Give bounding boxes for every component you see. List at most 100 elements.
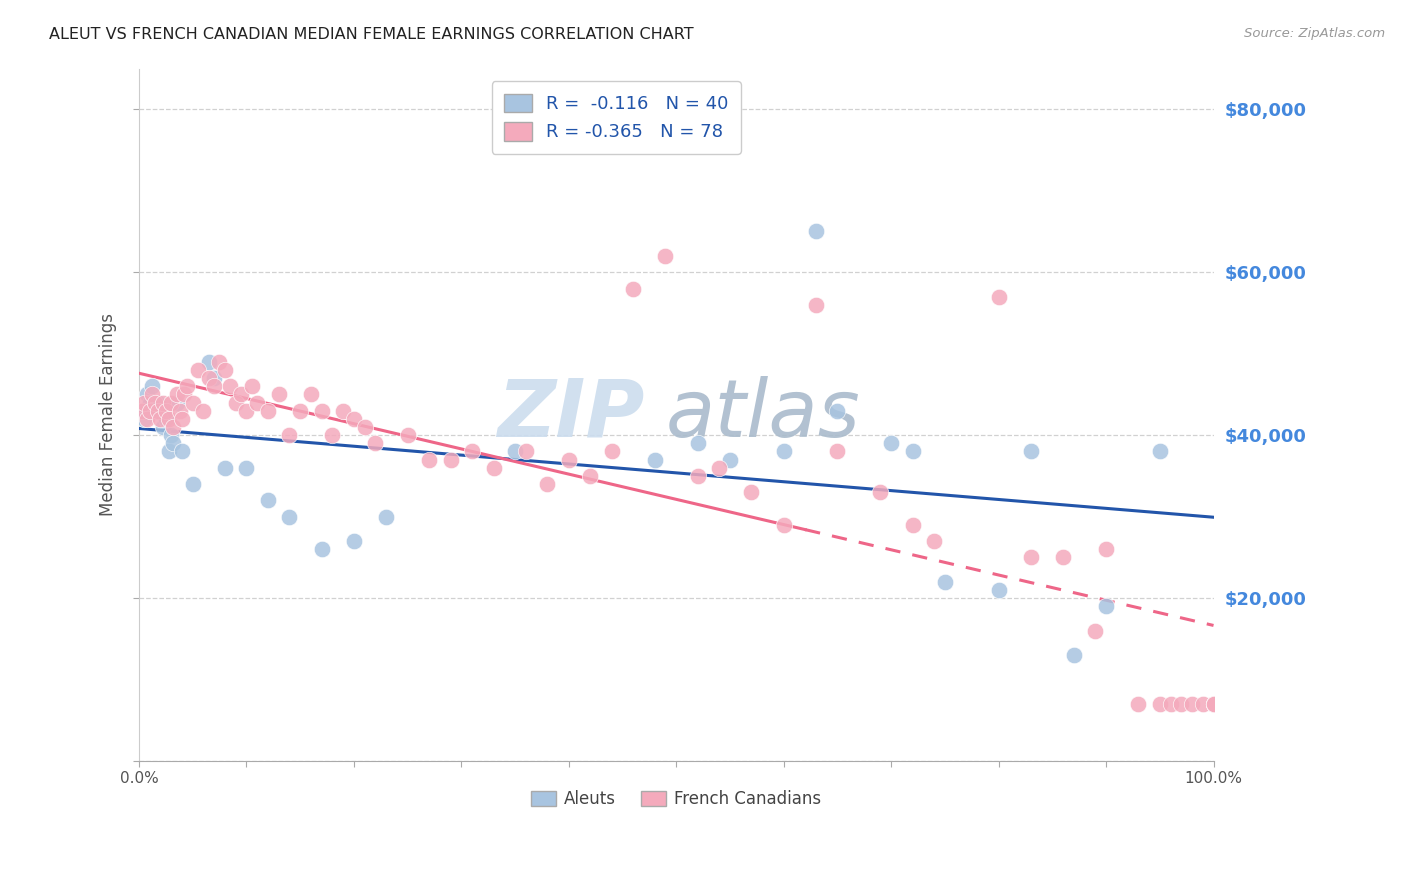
- Point: [418, 452, 440, 467]
- Point: [332, 403, 354, 417]
- Point: [1202, 697, 1225, 711]
- Point: [197, 371, 219, 385]
- Point: [353, 420, 375, 434]
- Point: [396, 428, 419, 442]
- Point: [257, 493, 280, 508]
- Text: atlas: atlas: [665, 376, 860, 454]
- Point: [1019, 444, 1042, 458]
- Legend: Aleuts, French Canadians: Aleuts, French Canadians: [524, 784, 828, 815]
- Point: [827, 403, 849, 417]
- Point: [148, 395, 170, 409]
- Point: [1149, 444, 1171, 458]
- Point: [136, 412, 159, 426]
- Point: [343, 534, 366, 549]
- Point: [1095, 599, 1118, 614]
- Point: [157, 412, 180, 426]
- Point: [166, 387, 188, 401]
- Point: [246, 395, 269, 409]
- Point: [169, 403, 191, 417]
- Point: [1095, 542, 1118, 557]
- Point: [299, 387, 322, 401]
- Point: [804, 225, 827, 239]
- Point: [288, 403, 311, 417]
- Point: [219, 379, 242, 393]
- Point: [343, 412, 366, 426]
- Point: [709, 460, 731, 475]
- Point: [1181, 697, 1204, 711]
- Point: [482, 460, 505, 475]
- Point: [1063, 648, 1085, 662]
- Point: [515, 444, 537, 458]
- Point: [257, 403, 280, 417]
- Point: [1019, 550, 1042, 565]
- Point: [621, 281, 644, 295]
- Point: [364, 436, 387, 450]
- Point: [138, 403, 160, 417]
- Point: [225, 395, 247, 409]
- Point: [152, 395, 174, 409]
- Point: [235, 403, 257, 417]
- Point: [321, 428, 343, 442]
- Point: [772, 517, 794, 532]
- Point: [278, 509, 301, 524]
- Point: [141, 387, 163, 401]
- Point: [143, 403, 166, 417]
- Point: [934, 574, 956, 589]
- Point: [579, 469, 602, 483]
- Point: [600, 444, 623, 458]
- Point: [170, 412, 193, 426]
- Point: [134, 395, 156, 409]
- Point: [1128, 697, 1150, 711]
- Point: [278, 428, 301, 442]
- Point: [439, 452, 461, 467]
- Point: [311, 403, 333, 417]
- Point: [181, 395, 204, 409]
- Point: [1149, 697, 1171, 711]
- Point: [160, 428, 183, 442]
- Point: [536, 477, 558, 491]
- Point: [131, 403, 153, 417]
- Point: [267, 387, 290, 401]
- Point: [375, 509, 398, 524]
- Point: [901, 444, 924, 458]
- Point: [804, 298, 827, 312]
- Text: ALEUT VS FRENCH CANADIAN MEDIAN FEMALE EARNINGS CORRELATION CHART: ALEUT VS FRENCH CANADIAN MEDIAN FEMALE E…: [49, 27, 693, 42]
- Point: [240, 379, 263, 393]
- Point: [187, 363, 209, 377]
- Point: [235, 460, 257, 475]
- Point: [901, 517, 924, 532]
- Point: [229, 387, 252, 401]
- Point: [1202, 697, 1225, 711]
- Point: [155, 412, 177, 426]
- Point: [143, 395, 166, 409]
- Point: [208, 355, 231, 369]
- Point: [558, 452, 581, 467]
- Point: [162, 420, 184, 434]
- Point: [162, 436, 184, 450]
- Point: [173, 387, 195, 401]
- Point: [718, 452, 741, 467]
- Point: [181, 477, 204, 491]
- Point: [193, 403, 215, 417]
- Point: [202, 371, 225, 385]
- Point: [155, 403, 177, 417]
- Point: [176, 379, 198, 393]
- Point: [149, 412, 172, 426]
- Point: [740, 485, 762, 500]
- Point: [1202, 697, 1225, 711]
- Point: [214, 363, 236, 377]
- Point: [311, 542, 333, 557]
- Point: [1084, 624, 1107, 638]
- Point: [202, 379, 225, 393]
- Point: [827, 444, 849, 458]
- Point: [1202, 697, 1225, 711]
- Point: [987, 290, 1010, 304]
- Point: [138, 395, 160, 409]
- Point: [136, 387, 159, 401]
- Point: [214, 460, 236, 475]
- Point: [134, 412, 156, 426]
- Point: [170, 444, 193, 458]
- Point: [772, 444, 794, 458]
- Point: [131, 403, 153, 417]
- Point: [157, 444, 180, 458]
